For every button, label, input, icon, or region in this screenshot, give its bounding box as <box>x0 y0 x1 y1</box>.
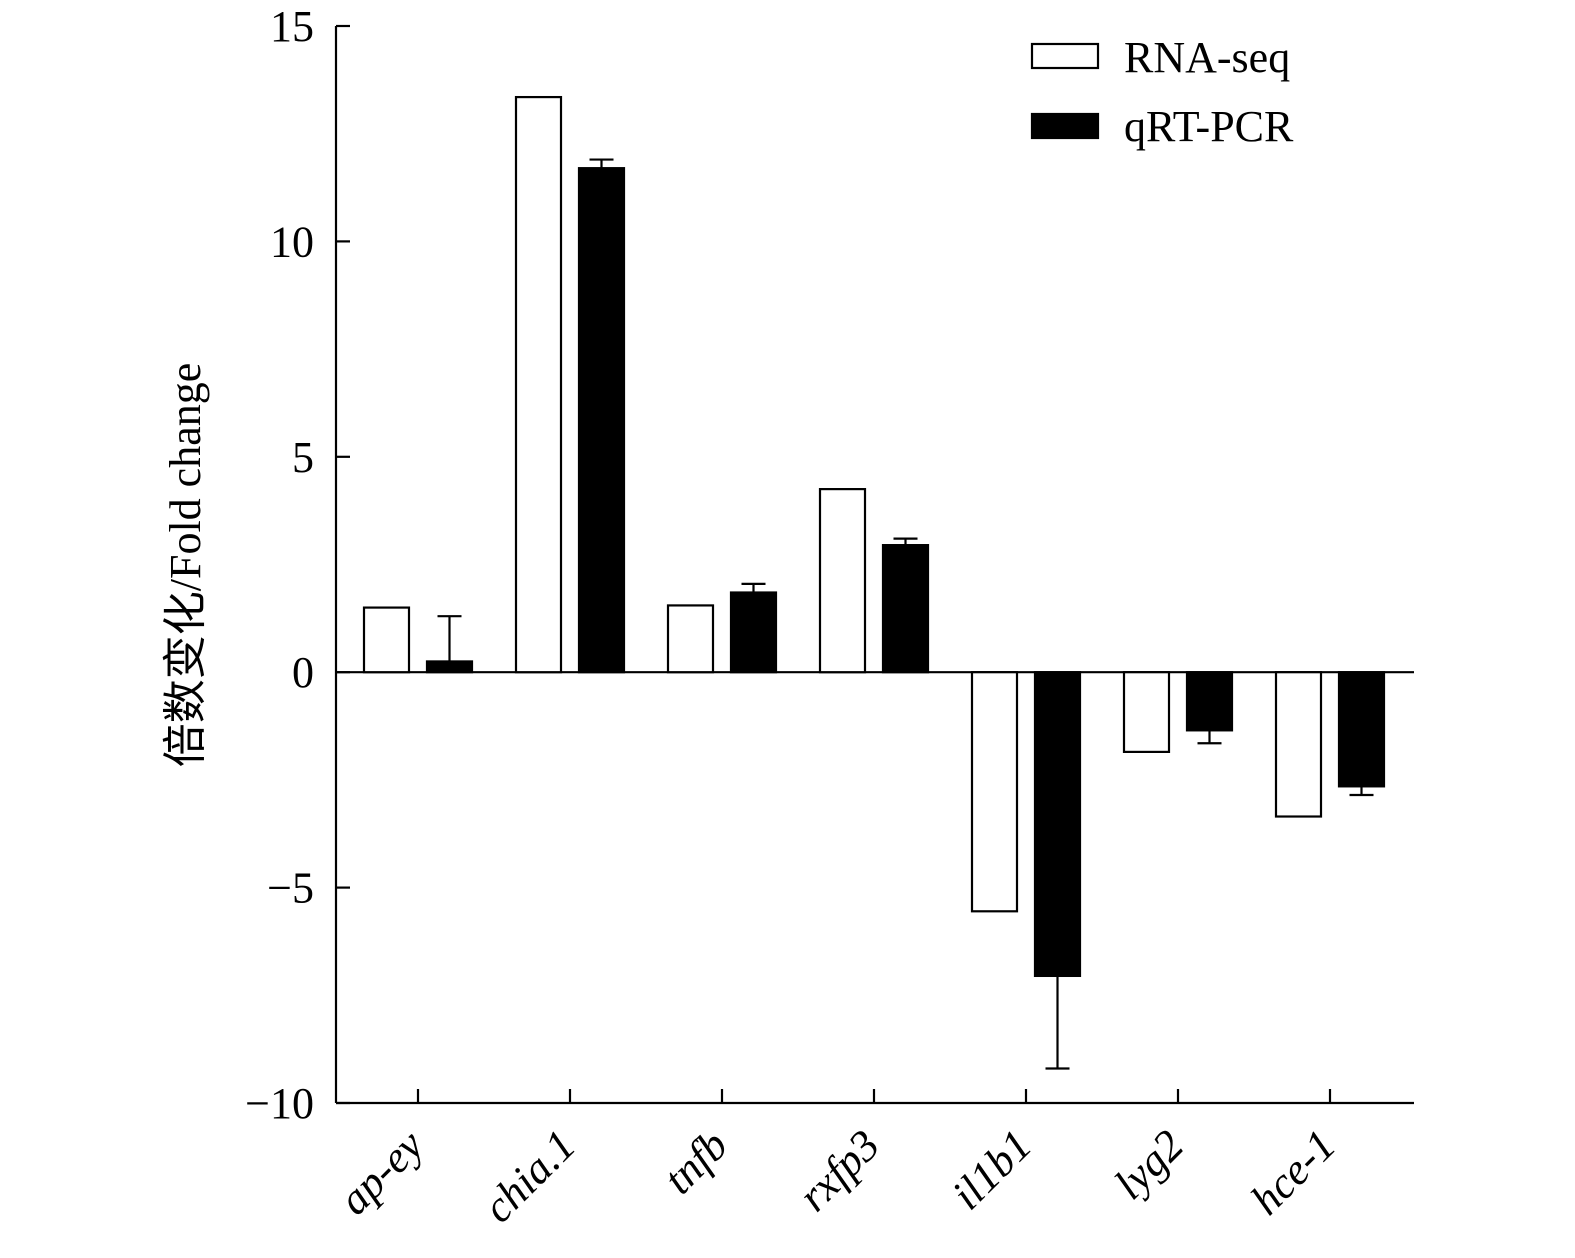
bar-qrt-pcr-chia.1 <box>577 167 626 674</box>
bar-rna-seq-chia.1 <box>514 95 563 674</box>
y-tick-label: 5 <box>292 433 314 482</box>
y-tick-label: −10 <box>245 1079 314 1128</box>
x-tick-label: il1b1 <box>942 1120 1041 1219</box>
x-tick-label: lyg2 <box>1105 1120 1193 1208</box>
x-tick-label: tnfb <box>654 1120 737 1203</box>
legend-label-rna-seq: RNA-seq <box>1124 33 1290 82</box>
bar-rna-seq-rxfp3 <box>818 488 867 674</box>
bar-rna-seq-lyg2 <box>1122 671 1171 753</box>
bar-qrt-pcr-tnfb <box>729 591 778 674</box>
bar-qrt-pcr-rxfp3 <box>881 544 930 674</box>
bar-rna-seq-il1b1 <box>970 671 1019 913</box>
y-tick-label: −5 <box>267 864 314 913</box>
x-tick-label: rxfp3 <box>789 1120 889 1220</box>
legend-swatch-qrt-pcr <box>1030 112 1100 140</box>
bar-qrt-pcr-hce-1 <box>1337 671 1386 788</box>
y-tick-label: 15 <box>270 2 314 51</box>
bar-rna-seq-tnfb <box>666 604 715 674</box>
y-tick-label: 0 <box>292 648 314 697</box>
legend-label-qrt-pcr: qRT-PCR <box>1124 102 1294 151</box>
x-tick-label: hce-1 <box>1241 1120 1345 1224</box>
x-tick-label: ap-ey <box>329 1120 433 1224</box>
bar-qrt-pcr-ap-ey <box>425 660 474 674</box>
bar-rna-seq-hce-1 <box>1274 671 1323 818</box>
bar-rna-seq-ap-ey <box>362 606 411 674</box>
legend-swatch-rna-seq <box>1030 42 1100 70</box>
x-tick-label: chia.1 <box>474 1120 586 1232</box>
bar-qrt-pcr-lyg2 <box>1185 671 1234 732</box>
y-tick-label: 10 <box>270 217 314 266</box>
y-axis-title: 倍数变化/Fold change <box>161 363 210 768</box>
bar-qrt-pcr-il1b1 <box>1033 671 1082 978</box>
